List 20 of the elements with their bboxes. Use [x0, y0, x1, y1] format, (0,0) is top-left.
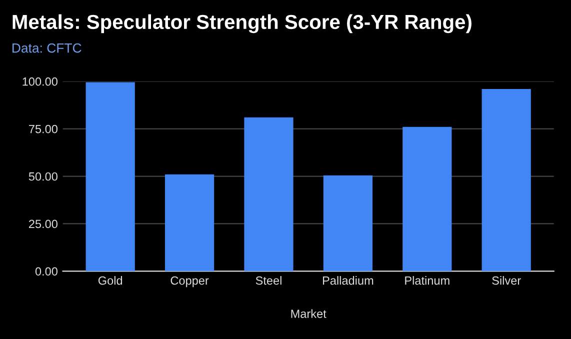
chart-subtitle: Data: CFTC: [12, 43, 82, 53]
bar: [323, 175, 372, 272]
y-tick-label: 0.00: [35, 267, 58, 276]
x-tick-label: Copper: [170, 276, 209, 288]
chart-title: Metals: Speculator Strength Score (3-YR Range): [12, 14, 472, 34]
bar: [482, 88, 531, 272]
x-tick-label: Gold: [98, 276, 122, 285]
x-tick-label: Silver: [492, 276, 521, 285]
bar: [164, 174, 214, 272]
bar: [86, 82, 135, 272]
bar: [402, 126, 452, 272]
bar: [244, 117, 294, 272]
y-tick-label: 25.00: [29, 220, 58, 228]
y-tick-label: 50.00: [28, 172, 58, 181]
x-tick-label: Platinum: [405, 276, 450, 285]
x-tick-label: Palladium: [322, 276, 374, 285]
y-tick-label: 75.00: [29, 124, 58, 134]
y-tick-label: 100.00: [22, 77, 58, 86]
x-axis-title: Market: [291, 309, 326, 318]
x-tick-label: Steel: [256, 276, 282, 285]
